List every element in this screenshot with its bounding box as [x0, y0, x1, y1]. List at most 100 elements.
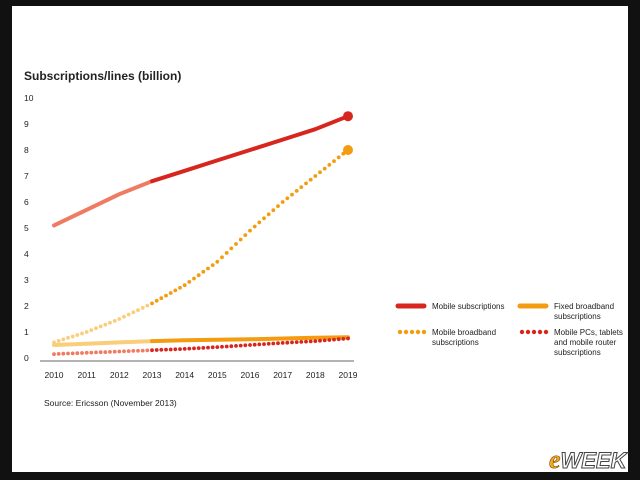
- series-dot: [178, 285, 182, 290]
- series-dot: [252, 224, 257, 229]
- series-dot: [122, 314, 126, 319]
- series-dot: [56, 352, 61, 356]
- y-tick-label: 9: [24, 119, 29, 129]
- y-axis: 0 1 2 3 4 5 6 7 8 9 10: [24, 93, 34, 363]
- logo-week: WEEK: [561, 448, 629, 473]
- series-3: [52, 336, 350, 356]
- series-dot: [187, 346, 192, 351]
- legend-item-0: Mobile subscriptions: [395, 302, 504, 311]
- series-dot: [336, 337, 341, 342]
- series-dot: [84, 330, 89, 334]
- series-dot: [66, 351, 70, 356]
- series-dot: [322, 338, 327, 343]
- series-dot: [243, 343, 248, 348]
- series-dot: [56, 339, 61, 343]
- series-dot: [252, 342, 257, 347]
- legend-swatch-dot: [421, 329, 427, 335]
- series-dot: [201, 269, 206, 274]
- series-dot: [346, 336, 350, 341]
- series-end-marker: [343, 111, 353, 122]
- series-dot: [94, 326, 98, 331]
- series-dot: [290, 340, 294, 345]
- series-dot: [192, 276, 196, 281]
- series-dot: [304, 339, 308, 344]
- series-dot: [285, 340, 290, 345]
- series-2: [52, 335, 350, 347]
- series-dot: [61, 351, 66, 356]
- legend-swatch-dot: [537, 329, 543, 335]
- series-dot: [103, 322, 108, 327]
- source-note: Source: Ericsson (November 2013): [44, 398, 177, 408]
- series-dot: [224, 251, 229, 255]
- series-dot: [140, 306, 145, 310]
- series-dot: [201, 346, 206, 350]
- series-dot: [210, 263, 215, 267]
- series-dot: [248, 228, 252, 233]
- series-dot: [178, 347, 182, 351]
- series-dot: [154, 298, 159, 303]
- series-dot: [168, 291, 173, 295]
- series-dot: [266, 212, 271, 217]
- legend-swatch-dot: [519, 329, 525, 335]
- series-dot: [238, 343, 243, 348]
- eweek-logo: eWEEK: [549, 445, 629, 475]
- y-tick-label: 4: [24, 249, 29, 259]
- series-dot: [215, 259, 220, 264]
- series-dot: [257, 220, 262, 225]
- series-dot: [70, 334, 75, 339]
- series-dot: [159, 347, 164, 352]
- series-dot: [215, 345, 220, 349]
- series-dot: [108, 350, 112, 354]
- series-dot: [75, 351, 80, 356]
- series-dot: [173, 288, 178, 293]
- series-dot: [98, 324, 103, 329]
- series-dot: [248, 343, 252, 347]
- series-dot: [332, 337, 336, 342]
- plot-area: [52, 111, 353, 356]
- legend-label: and mobile router: [554, 338, 617, 347]
- series-0: [52, 111, 353, 228]
- series-dot: [98, 350, 103, 355]
- series-dot: [220, 255, 224, 260]
- series-dot: [70, 351, 75, 356]
- series-dot: [154, 348, 159, 352]
- series-dot: [318, 338, 322, 343]
- series-dot: [229, 246, 234, 251]
- legend-label: subscriptions: [554, 312, 601, 321]
- y-tick-label: 0: [24, 353, 29, 363]
- x-tick-label: 2016: [241, 370, 260, 380]
- x-tick-label: 2012: [110, 370, 129, 380]
- series-dot: [52, 352, 56, 356]
- series-dot: [290, 192, 294, 197]
- svg-text:eWEEK: eWEEK: [549, 445, 629, 474]
- y-tick-label: 7: [24, 171, 29, 181]
- series-dot: [234, 344, 238, 348]
- series-dot: [159, 296, 164, 301]
- y-tick-label: 8: [24, 145, 29, 155]
- logo-e: e: [549, 445, 561, 474]
- series-line-historical: [52, 179, 154, 228]
- series-dot: [206, 345, 210, 350]
- series-dot: [299, 185, 304, 190]
- series-dot: [341, 337, 346, 341]
- series-dot: [285, 196, 290, 201]
- series-dot: [262, 342, 266, 346]
- series-dot: [192, 346, 196, 351]
- series-1: [52, 145, 353, 345]
- series-dot: [271, 208, 276, 213]
- series-dot: [131, 349, 136, 353]
- series-dot: [84, 350, 89, 355]
- x-tick-label: 2015: [208, 370, 227, 380]
- series-dot: [234, 242, 238, 246]
- series-dot: [327, 163, 332, 167]
- x-tick-label: 2017: [273, 370, 292, 380]
- series-dot: [210, 345, 215, 350]
- series-dot: [299, 340, 304, 344]
- series-line-forecast: [150, 335, 350, 344]
- series-dot: [182, 347, 187, 351]
- y-tick-label: 10: [24, 93, 34, 103]
- series-dot: [131, 310, 136, 315]
